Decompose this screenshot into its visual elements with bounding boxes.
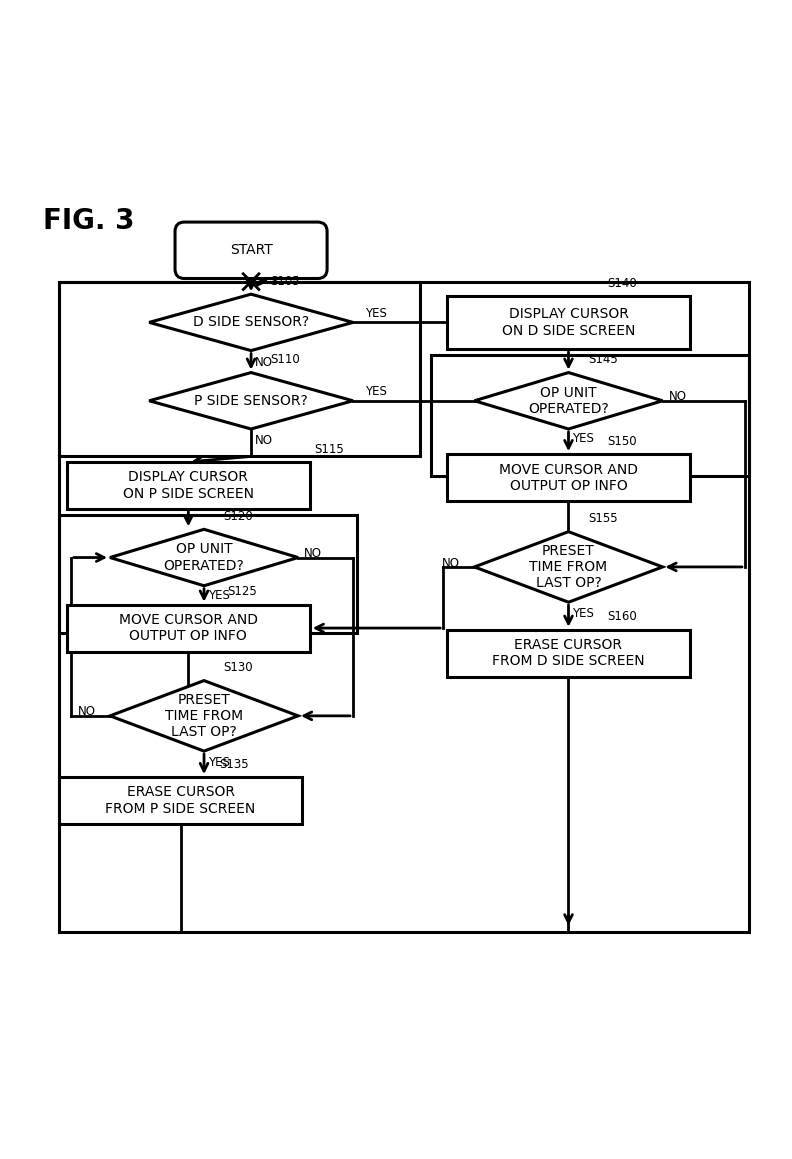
Text: ERASE CURSOR
FROM P SIDE SCREEN: ERASE CURSOR FROM P SIDE SCREEN <box>105 786 256 816</box>
Text: S105: S105 <box>271 275 300 287</box>
Text: MOVE CURSOR AND
OUTPUT OP INFO: MOVE CURSOR AND OUTPUT OP INFO <box>119 613 258 643</box>
Text: S140: S140 <box>607 277 638 290</box>
Text: NO: NO <box>255 435 273 447</box>
Text: S155: S155 <box>588 512 618 525</box>
Text: OP UNIT
OPERATED?: OP UNIT OPERATED? <box>528 386 609 416</box>
Text: NO: NO <box>78 706 96 719</box>
Text: YES: YES <box>364 306 386 320</box>
Text: NO: NO <box>304 547 322 560</box>
Text: S145: S145 <box>588 353 618 366</box>
Text: YES: YES <box>208 756 230 768</box>
Bar <box>447 454 690 501</box>
Text: MOVE CURSOR AND
OUTPUT OP INFO: MOVE CURSOR AND OUTPUT OP INFO <box>499 462 638 493</box>
Bar <box>432 356 748 476</box>
Bar <box>59 777 302 824</box>
Polygon shape <box>110 530 298 585</box>
Text: NO: NO <box>442 556 460 569</box>
Bar <box>447 296 690 349</box>
Text: PRESET
TIME FROM
LAST OP?: PRESET TIME FROM LAST OP? <box>529 544 607 590</box>
FancyBboxPatch shape <box>175 223 327 278</box>
Text: S160: S160 <box>607 611 638 624</box>
Polygon shape <box>474 372 662 429</box>
Text: YES: YES <box>573 606 594 620</box>
Text: YES: YES <box>208 589 230 602</box>
Text: START: START <box>230 243 272 257</box>
Text: DISPLAY CURSOR
ON P SIDE SCREEN: DISPLAY CURSOR ON P SIDE SCREEN <box>123 471 253 501</box>
Text: OP UNIT
OPERATED?: OP UNIT OPERATED? <box>164 542 245 573</box>
Text: S130: S130 <box>223 662 253 675</box>
Bar <box>59 282 748 932</box>
Text: S135: S135 <box>219 758 249 771</box>
Text: D SIDE SENSOR?: D SIDE SENSOR? <box>193 315 309 329</box>
Text: P SIDE SENSOR?: P SIDE SENSOR? <box>194 394 308 408</box>
Polygon shape <box>149 294 353 351</box>
Bar <box>67 605 310 651</box>
Text: DISPLAY CURSOR
ON D SIDE SCREEN: DISPLAY CURSOR ON D SIDE SCREEN <box>501 307 635 337</box>
Polygon shape <box>474 532 662 603</box>
Polygon shape <box>110 680 298 751</box>
Text: S125: S125 <box>227 585 257 598</box>
Text: S110: S110 <box>271 353 300 366</box>
Text: YES: YES <box>573 432 594 445</box>
Bar <box>67 462 310 509</box>
Text: PRESET
TIME FROM
LAST OP?: PRESET TIME FROM LAST OP? <box>165 693 243 739</box>
Text: S115: S115 <box>314 443 344 455</box>
Polygon shape <box>149 372 353 429</box>
Bar <box>447 629 690 677</box>
Text: ERASE CURSOR
FROM D SIDE SCREEN: ERASE CURSOR FROM D SIDE SCREEN <box>492 639 645 669</box>
Bar <box>59 282 420 457</box>
Text: YES: YES <box>364 385 386 398</box>
Text: NO: NO <box>668 391 687 403</box>
Text: FIG. 3: FIG. 3 <box>44 207 135 235</box>
Text: NO: NO <box>255 356 273 369</box>
Text: S120: S120 <box>223 510 253 523</box>
Text: S150: S150 <box>607 435 638 447</box>
Bar <box>59 516 357 633</box>
